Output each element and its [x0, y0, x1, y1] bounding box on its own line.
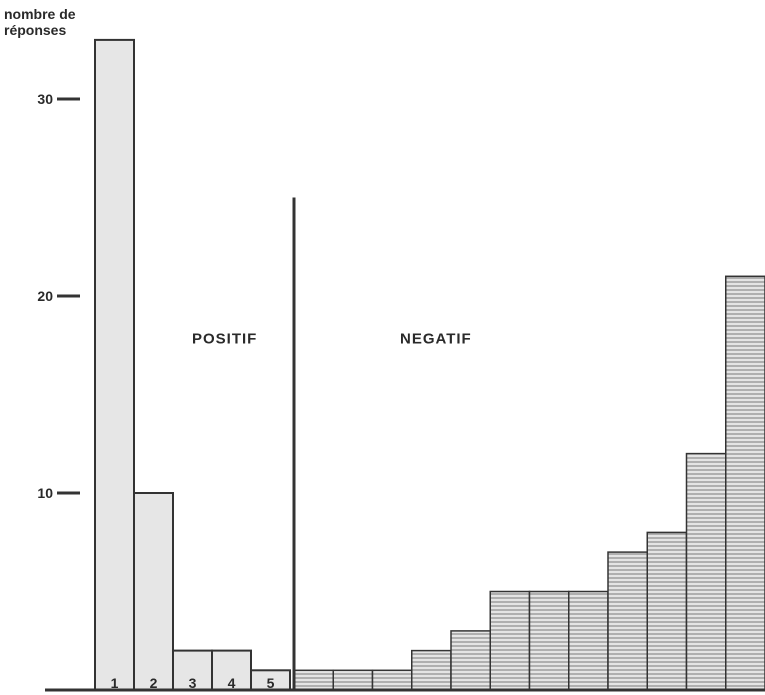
y-axis-label-line-1: nombre de [4, 6, 76, 22]
bar-labels: 1 2 3 4 5 [111, 675, 275, 691]
bar-positive [94, 38, 135, 691]
bar-negative [646, 531, 688, 691]
y-axis-ticks: 10 20 30 [37, 91, 80, 501]
bar-negative [411, 649, 452, 691]
bar-positive [133, 492, 174, 691]
bar-negative [607, 551, 648, 691]
bar-negative [568, 590, 609, 691]
y-tick-label: 30 [37, 91, 53, 107]
region-label-negative: NEGATIF [400, 330, 472, 347]
bars [94, 38, 765, 691]
bar-negative [293, 669, 334, 691]
bar-positive [211, 649, 252, 691]
bar-number-label: 5 [267, 675, 275, 691]
bar-negative [685, 452, 727, 691]
bar-negative [332, 669, 374, 691]
bar-negative [528, 590, 570, 691]
bar-negative [371, 669, 413, 691]
y-axis-label: nombre de réponses [4, 6, 76, 38]
bar-number-label: 2 [150, 675, 158, 691]
bar-negative [489, 590, 531, 691]
y-tick-label: 10 [37, 485, 53, 501]
bar-negative [725, 275, 765, 691]
region-label-positive: POSITIF [192, 330, 257, 347]
y-tick-label: 20 [37, 288, 53, 304]
bar-number-label: 4 [228, 675, 236, 691]
y-axis-label-line-2: réponses [4, 22, 67, 38]
bar-number-label: 1 [111, 675, 119, 691]
bar-negative [450, 630, 491, 691]
bar-number-label: 3 [189, 675, 197, 691]
